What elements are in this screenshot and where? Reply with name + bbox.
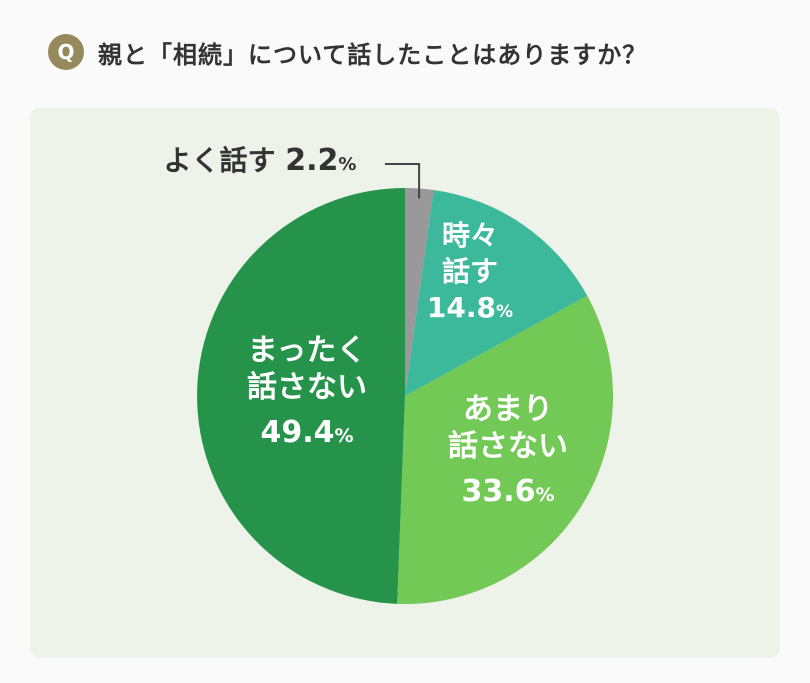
callout-line [385, 163, 421, 199]
slice-label-text: 話す [442, 255, 498, 288]
slice-label-text: 時々 [442, 219, 498, 252]
slice-label-text: 話さない [448, 429, 568, 464]
slice-label-text: まったく [248, 333, 367, 368]
slice-value: 14.8% [427, 291, 513, 324]
slice-value: 49.4% [260, 415, 353, 450]
question-text: 親と「相続」について話したことはありますか？ [98, 40, 648, 69]
pie-slice-3 [397, 295, 613, 604]
pie-slice-2 [405, 189, 588, 396]
slice-label-1: よく話す 2.2% [164, 143, 357, 178]
question-header: Q 親と「相続」について話したことはありますか？ [48, 30, 647, 74]
pie-slice-1 [405, 188, 434, 396]
pie-slice-4 [197, 188, 405, 604]
slice-label-text: あまり [463, 392, 553, 427]
slice-label-text: 話さない [247, 370, 367, 405]
slice-value: 33.6% [461, 474, 554, 509]
q-badge: Q [48, 34, 84, 70]
